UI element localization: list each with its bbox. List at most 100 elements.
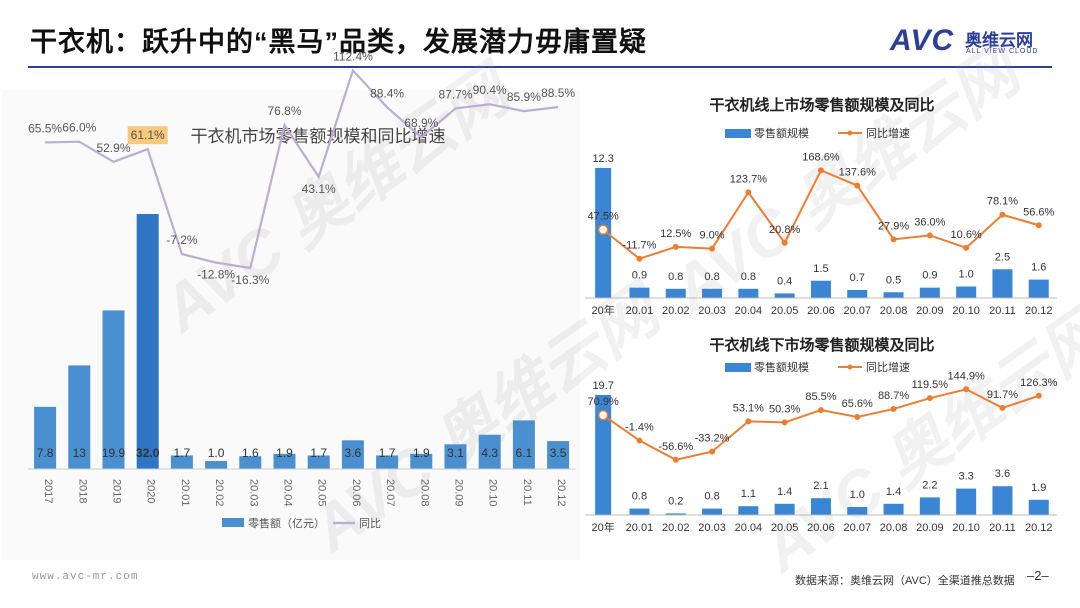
chart1-bar-label: 1.6 bbox=[242, 446, 259, 460]
chart1-legend-line-label: 同比 bbox=[359, 517, 381, 530]
chart3-bar-label: 1.9 bbox=[1031, 482, 1046, 494]
chart1-line-label: -12.8% bbox=[197, 268, 235, 282]
chart1-title: 干衣机市场零售额规模和同比增速 bbox=[191, 127, 446, 146]
chart1-bar bbox=[170, 455, 193, 469]
chart2-bar bbox=[738, 288, 759, 298]
chart3-x-tick: 20.01 bbox=[626, 522, 654, 534]
chart1-bar bbox=[341, 440, 364, 469]
chart1-line-label: 112.4% bbox=[333, 49, 373, 63]
chart2-x-tick: 20.02 bbox=[662, 305, 690, 317]
left-panel bbox=[2, 90, 580, 560]
chart1-x-tick: 20.01 bbox=[179, 479, 191, 507]
chart3-bar bbox=[992, 486, 1013, 515]
chart1-x-tick: 20.07 bbox=[384, 479, 396, 507]
chart3-x-tick: 20.05 bbox=[771, 522, 799, 534]
chart3-line-point bbox=[1035, 392, 1042, 399]
chart3-bar-label: 0.2 bbox=[668, 495, 683, 507]
chart3-bar-label: 2.2 bbox=[922, 479, 937, 491]
chart2-bar bbox=[883, 292, 904, 298]
chart2-bar-label: 0.4 bbox=[777, 275, 792, 287]
chart1-bar-label: 1.7 bbox=[310, 446, 327, 460]
chart1-bar-label: 13 bbox=[73, 446, 87, 460]
chart3-bar-label: 1.0 bbox=[850, 489, 865, 501]
chart1-line-label: 76.8% bbox=[267, 104, 301, 118]
chart2-line-point bbox=[817, 167, 824, 174]
chart3-title: 干衣机线下市场零售额规模及同比 bbox=[709, 336, 934, 354]
chart2-line-point bbox=[999, 211, 1006, 218]
chart1-bar bbox=[444, 444, 467, 469]
chart3-bar bbox=[883, 503, 904, 515]
chart2-line-point bbox=[597, 224, 609, 235]
chart1-bar bbox=[410, 453, 433, 469]
chart2-line-label: 47.5% bbox=[588, 211, 619, 223]
chart3-bar bbox=[847, 507, 868, 515]
chart3-line-label: 91.7% bbox=[987, 389, 1018, 401]
chart1-x-tick: 20.03 bbox=[247, 479, 259, 507]
chart3-line-label: -56.6% bbox=[658, 441, 693, 453]
chart2-title: 干衣机线上市场零售额规模及同比 bbox=[709, 96, 934, 114]
chart2-line-point bbox=[963, 244, 970, 251]
chart2-line-label: 10.6% bbox=[951, 229, 982, 241]
chart2-line-label: 12.5% bbox=[660, 228, 691, 240]
chart3-bar-label: 1.1 bbox=[741, 488, 756, 500]
chart3-x-tick: 20.08 bbox=[880, 522, 908, 534]
chart3-line-label: 88.7% bbox=[878, 390, 909, 402]
chart1-bar-label: 3.1 bbox=[447, 446, 464, 460]
chart3-line-label: 126.3% bbox=[1020, 377, 1058, 389]
chart3-x-tick: 20.03 bbox=[698, 522, 726, 534]
logo-cn: 奥维云网 bbox=[965, 31, 1033, 50]
chart3-x-tick: 20.11 bbox=[989, 522, 1016, 534]
chart1-bar-label: 1.9 bbox=[276, 446, 293, 460]
chart2-bar bbox=[847, 289, 868, 298]
chart2-legend-bar-swatch bbox=[725, 129, 751, 138]
chart3-bar bbox=[738, 506, 759, 515]
chart1-bar bbox=[239, 456, 262, 469]
chart2-x-tick: 20.04 bbox=[735, 305, 763, 317]
chart2-legend-line-marker bbox=[847, 130, 853, 136]
page-title: 干衣机：跃升中的“黑马”品类，发展潜力毋庸置疑 bbox=[30, 27, 647, 57]
chart2-bar bbox=[956, 286, 977, 298]
chart3-bar bbox=[629, 508, 650, 515]
chart2-yoy-line bbox=[602, 169, 1040, 260]
chart3-line-label: 70.9% bbox=[588, 396, 619, 408]
chart2-bar-label: 12.3 bbox=[592, 153, 613, 165]
chart2-x-tick: 20年 bbox=[592, 303, 615, 317]
chart2-bar-label: 1.5 bbox=[813, 263, 828, 275]
footer-url[interactable]: www.avc-mr.com bbox=[32, 571, 139, 583]
chart2-legend-bar-label: 零售额规模 bbox=[754, 126, 809, 140]
chart3-line-label: 53.1% bbox=[733, 402, 764, 414]
chart1-bar-label: 6.1 bbox=[516, 446, 533, 460]
chart3-bar-label: 19.7 bbox=[592, 380, 613, 392]
chart3-x-tick: 20年 bbox=[592, 520, 615, 534]
chart3-x-tick: 20.04 bbox=[735, 522, 763, 534]
chart3-bar bbox=[665, 513, 686, 515]
chart1-bar-label: 19.9 bbox=[102, 446, 126, 460]
chart1-highlight-box bbox=[127, 126, 168, 145]
chart2-line-point bbox=[709, 245, 716, 252]
chart1-x-tick: 20.06 bbox=[350, 479, 362, 507]
chart3-line-point bbox=[890, 405, 897, 412]
chart1-x-tick: 20.08 bbox=[418, 479, 430, 507]
chart1-x-tick: 20.04 bbox=[282, 479, 294, 507]
chart3-line-label: 119.5% bbox=[912, 379, 949, 391]
chart2-bar bbox=[774, 293, 795, 298]
chart2-line-point bbox=[890, 236, 897, 243]
chart1-x-tick: 20.11 bbox=[521, 479, 533, 506]
chart2-bar bbox=[810, 280, 831, 298]
chart2-legend-line-label: 同比增速 bbox=[866, 126, 910, 140]
chart3-line-point bbox=[781, 419, 788, 426]
chart1-bar bbox=[34, 406, 57, 469]
chart3-x-tick: 20.10 bbox=[952, 522, 980, 534]
chart3-line-label: 85.5% bbox=[805, 391, 836, 403]
chart2-line-point bbox=[781, 239, 788, 246]
chart3-line-point bbox=[745, 418, 752, 425]
chart2-bar-label: 0.9 bbox=[922, 270, 937, 282]
chart3-line-label: -1.4% bbox=[625, 421, 654, 433]
chart1-bar bbox=[376, 455, 399, 469]
chart3-line-point bbox=[709, 448, 716, 455]
data-source: 数据来源：奥维云网（AVC）全渠道推总数据 bbox=[795, 575, 1015, 587]
chart1-x-tick: 2018 bbox=[76, 479, 88, 503]
chart1-line-label: 87.7% bbox=[438, 87, 472, 101]
chart2-x-tick: 20.08 bbox=[880, 305, 908, 317]
